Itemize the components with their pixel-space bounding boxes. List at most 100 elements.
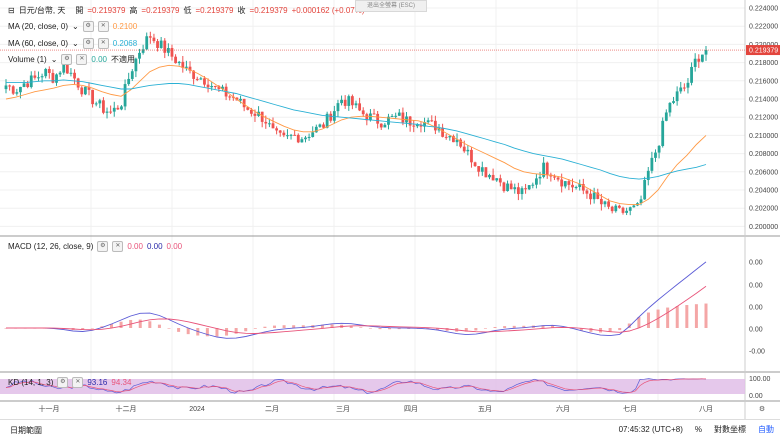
candle-body	[690, 66, 693, 83]
time-tick-label: 七月	[623, 404, 637, 413]
candle-body	[614, 205, 618, 212]
candle-body	[372, 113, 376, 115]
log-scale-button[interactable]: 對數坐標	[714, 425, 746, 434]
candle-body	[199, 78, 203, 80]
volume-legend[interactable]: Volume (1) ⌄ ⚙ ✕ 0.00 不適用	[8, 54, 135, 65]
macd-histogram-bar	[397, 328, 401, 330]
macd-histogram-bar	[359, 327, 363, 328]
macd-histogram-bar	[109, 323, 113, 328]
candle-body	[668, 102, 672, 113]
settings-icon[interactable]: ⚙	[57, 377, 69, 388]
macd-histogram-bar	[215, 328, 219, 337]
candle-body	[4, 85, 8, 90]
candle-body	[419, 124, 423, 127]
macd-histogram-bar	[349, 325, 353, 328]
candle-body	[462, 146, 466, 152]
low-value: =0.219379	[195, 6, 234, 15]
time-tick-label: 八月	[699, 405, 713, 413]
candle-body	[423, 122, 426, 127]
macd-histogram-bar	[522, 325, 526, 328]
last-price-label: 0.219379	[749, 48, 778, 55]
macd-histogram-bar	[646, 312, 650, 328]
candle-body	[607, 201, 610, 207]
candle-body	[62, 62, 66, 73]
candle-body	[203, 78, 206, 85]
settings-icon[interactable]: ⚙	[97, 241, 109, 252]
candle-body	[704, 50, 708, 55]
candle-body	[102, 100, 105, 113]
candle-body	[542, 162, 546, 177]
candle-body	[185, 66, 188, 68]
candle-body	[531, 184, 535, 186]
candle-body	[246, 107, 250, 110]
candle-body	[318, 124, 322, 127]
kd-legend[interactable]: KD (14, 1, 3) ⚙ ✕ 93.16 94.34	[8, 377, 131, 388]
macd-histogram-bar	[244, 328, 248, 332]
macd-histogram-bar	[512, 325, 516, 328]
ma60-legend[interactable]: MA (60, close, 0) ⌄ ⚙ ✕ 0.2068	[8, 38, 137, 49]
close-icon[interactable]: ✕	[72, 377, 84, 388]
candle-body	[459, 139, 463, 147]
low-label: 低	[183, 6, 192, 15]
collapse-icon[interactable]: ⊟	[8, 6, 15, 15]
close-icon[interactable]: ✕	[97, 21, 109, 32]
price-tick-label: 0.210000	[749, 133, 778, 140]
ma20-legend[interactable]: MA (20, close, 0) ⌄ ⚙ ✕ 0.2100	[8, 21, 137, 32]
auto-scale-button[interactable]: 自動	[758, 425, 774, 434]
volume-value: 0.00	[91, 55, 107, 64]
candle-body	[556, 177, 560, 180]
macd-histogram-bar	[551, 325, 555, 328]
candle-body	[26, 83, 30, 88]
candle-body	[40, 76, 44, 78]
candle-body	[163, 40, 167, 53]
chevron-down-icon[interactable]: ⌄	[50, 55, 58, 64]
candle-body	[174, 56, 177, 64]
close-icon[interactable]: ✕	[112, 241, 124, 252]
settings-icon[interactable]: ⚙	[61, 54, 73, 65]
macd-histogram-bar	[666, 307, 670, 328]
candle-body	[513, 187, 517, 190]
settings-gear-icon[interactable]: ⚙	[759, 405, 765, 413]
chevron-down-icon[interactable]: ⌄	[72, 39, 79, 48]
candle-body	[444, 136, 448, 138]
kd-band	[0, 379, 745, 394]
candle-body	[491, 174, 495, 181]
macd-histogram-bar	[320, 324, 324, 328]
macd-histogram-bar	[704, 303, 708, 328]
last-price-badge	[746, 45, 780, 56]
macd-histogram-bar	[579, 328, 583, 331]
symbol-name: 日元/台幣, 天	[18, 6, 66, 15]
candle-body	[109, 111, 113, 113]
chevron-down-icon[interactable]: ⌄	[72, 22, 79, 31]
macd-legend[interactable]: MACD (12, 26, close, 9) ⚙ ✕ 0.00 0.00 0.…	[8, 241, 182, 252]
candle-body	[524, 188, 527, 190]
candle-body	[145, 36, 149, 50]
candle-body	[69, 72, 73, 74]
candle-body	[516, 187, 520, 195]
candle-body	[206, 84, 210, 88]
price-tick-label: 0.208000	[749, 151, 778, 158]
macd-histogram-bar	[378, 328, 382, 330]
percent-button[interactable]: %	[694, 425, 702, 434]
high-label: 高	[129, 6, 138, 15]
candle-body	[112, 107, 116, 112]
settings-icon[interactable]: ⚙	[82, 21, 94, 32]
close-icon[interactable]: ✕	[97, 38, 109, 49]
candle-body	[11, 86, 15, 94]
date-range-button[interactable]: 日期範圍	[10, 426, 42, 435]
kd-d-value: 94.34	[111, 378, 132, 387]
candle-body	[387, 116, 390, 125]
candle-body	[347, 96, 351, 106]
settings-icon[interactable]: ⚙	[82, 38, 94, 49]
candle-body	[8, 85, 12, 87]
price-tick-label: 0.218000	[749, 60, 778, 67]
candle-body	[33, 75, 37, 78]
candle-body	[166, 47, 170, 53]
candle-body	[625, 210, 629, 213]
close-icon[interactable]: ✕	[76, 54, 88, 65]
kd-d-line	[5, 378, 706, 393]
candle-body	[336, 103, 340, 112]
candle-body	[44, 69, 48, 77]
candle-body	[520, 188, 524, 195]
